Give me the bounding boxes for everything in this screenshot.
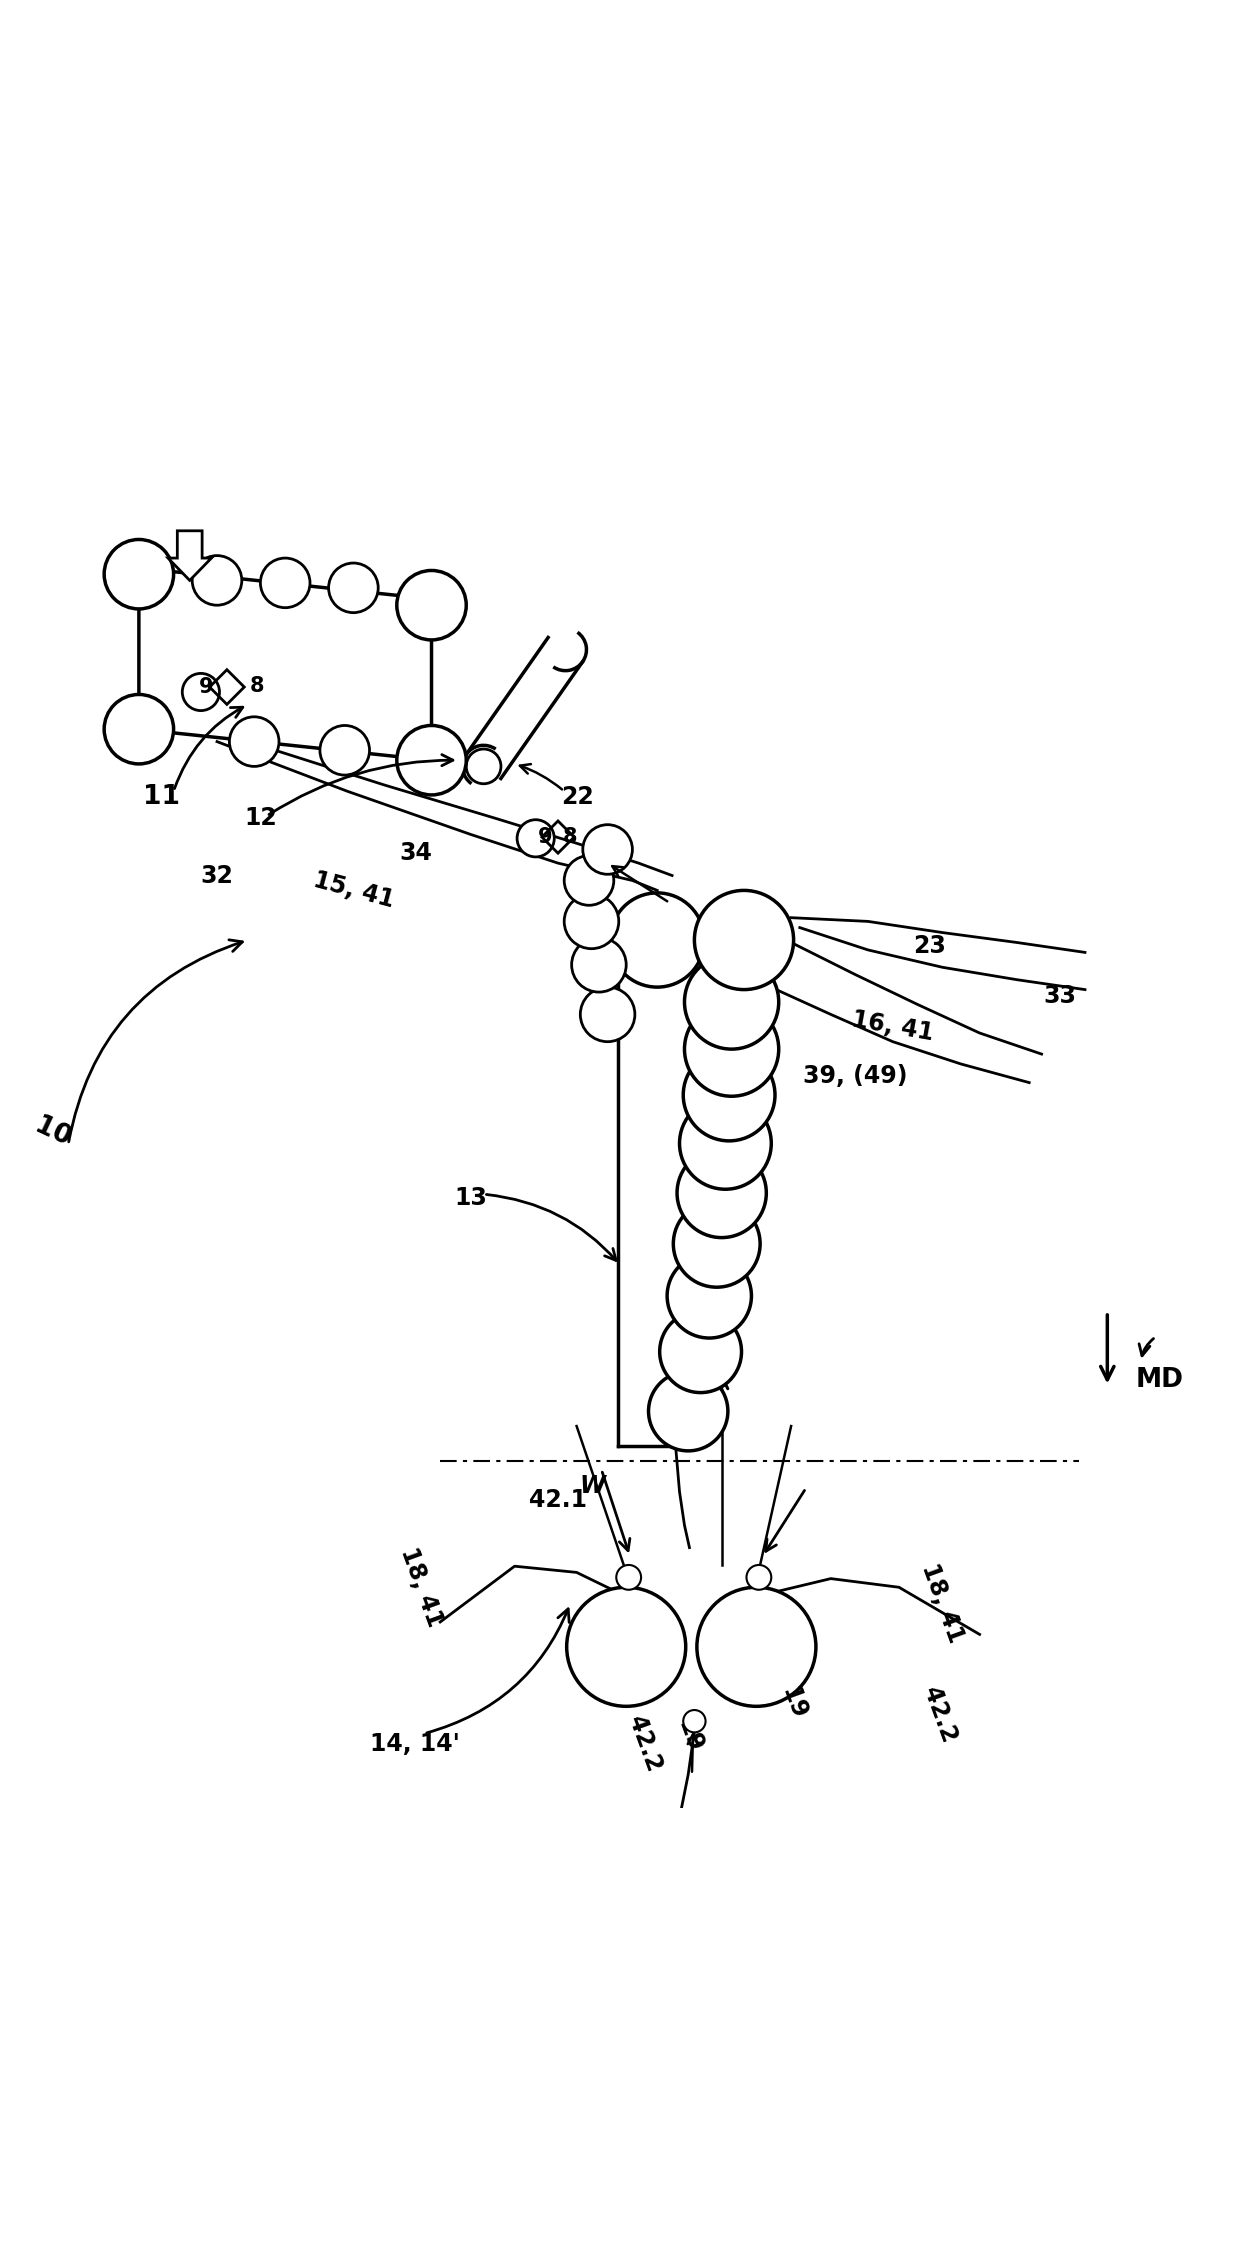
Circle shape [517, 820, 554, 858]
Text: 19: 19 [672, 1716, 707, 1757]
Circle shape [580, 986, 635, 1043]
Circle shape [694, 890, 794, 989]
Text: 42.1: 42.1 [529, 1489, 587, 1513]
Text: 13: 13 [455, 1187, 487, 1209]
Text: 10: 10 [30, 1112, 74, 1151]
Circle shape [684, 955, 779, 1049]
FancyArrow shape [169, 531, 211, 581]
Text: 22: 22 [562, 786, 594, 808]
Circle shape [329, 563, 378, 613]
Text: 9: 9 [198, 678, 213, 698]
Circle shape [610, 892, 704, 986]
Circle shape [746, 1565, 771, 1590]
Text: 19: 19 [776, 1682, 811, 1723]
Text: 42.2: 42.2 [624, 1712, 666, 1775]
Text: W: W [580, 1473, 605, 1498]
Circle shape [677, 1149, 766, 1239]
Text: 8: 8 [249, 676, 264, 696]
Circle shape [660, 1311, 742, 1392]
Text: 42.2: 42.2 [919, 1684, 961, 1745]
Circle shape [583, 824, 632, 874]
Text: 16, 41: 16, 41 [849, 1009, 936, 1045]
Text: 32: 32 [201, 863, 233, 887]
Circle shape [260, 558, 310, 608]
Text: 18, 41: 18, 41 [916, 1561, 968, 1646]
Circle shape [572, 937, 626, 993]
Circle shape [229, 716, 279, 766]
Circle shape [192, 556, 242, 606]
Circle shape [649, 1371, 728, 1450]
Circle shape [104, 694, 174, 763]
Circle shape [564, 856, 614, 905]
Text: 14, 14': 14, 14' [371, 1732, 460, 1757]
Text: 39, (49): 39, (49) [804, 1065, 908, 1088]
Text: 34: 34 [399, 842, 432, 865]
Circle shape [567, 1588, 686, 1707]
Text: 33: 33 [1044, 984, 1076, 1009]
Circle shape [667, 1254, 751, 1338]
Circle shape [564, 894, 619, 948]
Circle shape [320, 725, 370, 775]
Circle shape [182, 673, 219, 712]
Text: 9: 9 [538, 826, 553, 847]
Circle shape [673, 1200, 760, 1288]
Circle shape [397, 725, 466, 795]
Circle shape [466, 750, 501, 784]
Circle shape [684, 1002, 779, 1097]
Text: 12: 12 [244, 806, 277, 831]
Circle shape [683, 1709, 706, 1732]
Text: 8: 8 [563, 826, 578, 847]
Text: 15, 41: 15, 41 [310, 867, 397, 912]
Text: 18, 41: 18, 41 [396, 1545, 448, 1630]
Text: 23: 23 [914, 935, 946, 957]
Circle shape [616, 1565, 641, 1590]
Text: MD: MD [1136, 1367, 1183, 1394]
Circle shape [680, 1097, 771, 1189]
Circle shape [697, 1588, 816, 1707]
Circle shape [397, 570, 466, 640]
Circle shape [683, 1049, 775, 1142]
Circle shape [104, 540, 174, 608]
Text: 11: 11 [143, 784, 180, 811]
